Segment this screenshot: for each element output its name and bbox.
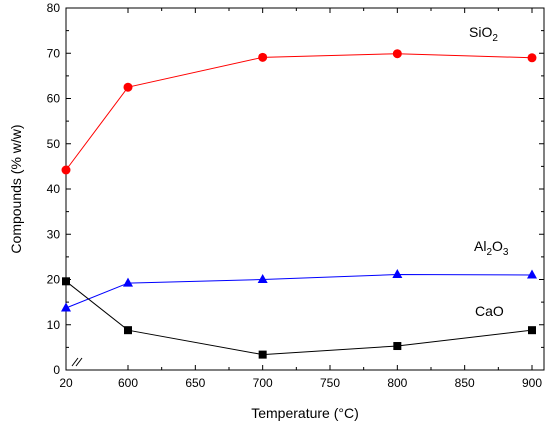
y-tick-label: 80 xyxy=(47,1,61,15)
x-tick-label: 700 xyxy=(253,376,273,390)
x-axis-label: Temperature (°C) xyxy=(251,405,359,421)
x-tick-label: 900 xyxy=(522,376,542,390)
x-tick-label: 800 xyxy=(387,376,407,390)
series-cao xyxy=(62,277,536,359)
data-point xyxy=(123,277,133,287)
series-label-main: Al xyxy=(474,238,486,254)
series-al2o3 xyxy=(61,269,537,312)
data-point xyxy=(527,53,537,63)
data-point xyxy=(123,82,133,92)
series-label-subscript: 3 xyxy=(503,247,509,258)
series-label: SiO2 xyxy=(469,24,498,44)
data-point xyxy=(527,269,537,279)
data-point xyxy=(393,342,402,351)
x-tick-label: 600 xyxy=(118,376,138,390)
y-tick-label: 70 xyxy=(47,46,61,60)
y-tick-label: 60 xyxy=(47,92,61,106)
x-tick-label: 750 xyxy=(320,376,340,390)
data-point xyxy=(258,52,268,62)
axis-break-mark xyxy=(75,357,83,367)
data-point xyxy=(392,49,402,59)
series-label-subscript: 2 xyxy=(486,247,492,258)
axis-break-mark xyxy=(71,357,79,367)
axes: 0 10 20 30 40 50 60 70 80 20 600 650 700 750 800 850 900 xyxy=(47,1,544,390)
x-tick-label: 850 xyxy=(455,376,475,390)
series-label-main: SiO xyxy=(469,24,492,40)
y-tick-label: 50 xyxy=(47,137,61,151)
y-tick-label: 30 xyxy=(47,227,61,241)
series-label: Al2O3 xyxy=(474,238,509,258)
series-line xyxy=(65,274,533,309)
y-tick-label: 0 xyxy=(53,363,60,377)
series-line xyxy=(65,280,533,356)
series-layer xyxy=(61,49,537,359)
data-point xyxy=(124,326,132,335)
y-tick-label: 20 xyxy=(47,273,61,287)
series-label-subscript: 2 xyxy=(492,33,498,44)
plot-frame xyxy=(65,7,545,371)
x-tick-label: 20 xyxy=(59,376,73,390)
series-label-main: O xyxy=(492,238,503,254)
y-tick-label: 10 xyxy=(47,318,61,332)
series-label: CaO xyxy=(475,303,504,319)
data-point xyxy=(258,350,267,359)
data-point xyxy=(61,302,71,312)
data-point xyxy=(61,165,71,175)
y-tick-label: 40 xyxy=(47,182,61,196)
x-tick-label: 650 xyxy=(185,376,205,390)
data-point xyxy=(392,269,403,279)
data-point xyxy=(257,274,268,283)
series-sio2 xyxy=(61,49,537,175)
data-point xyxy=(62,277,70,286)
y-axis-label: Compounds (% w/w) xyxy=(8,124,24,253)
series-line xyxy=(65,53,533,171)
series-label-main: CaO xyxy=(475,303,504,319)
data-point xyxy=(528,326,536,335)
